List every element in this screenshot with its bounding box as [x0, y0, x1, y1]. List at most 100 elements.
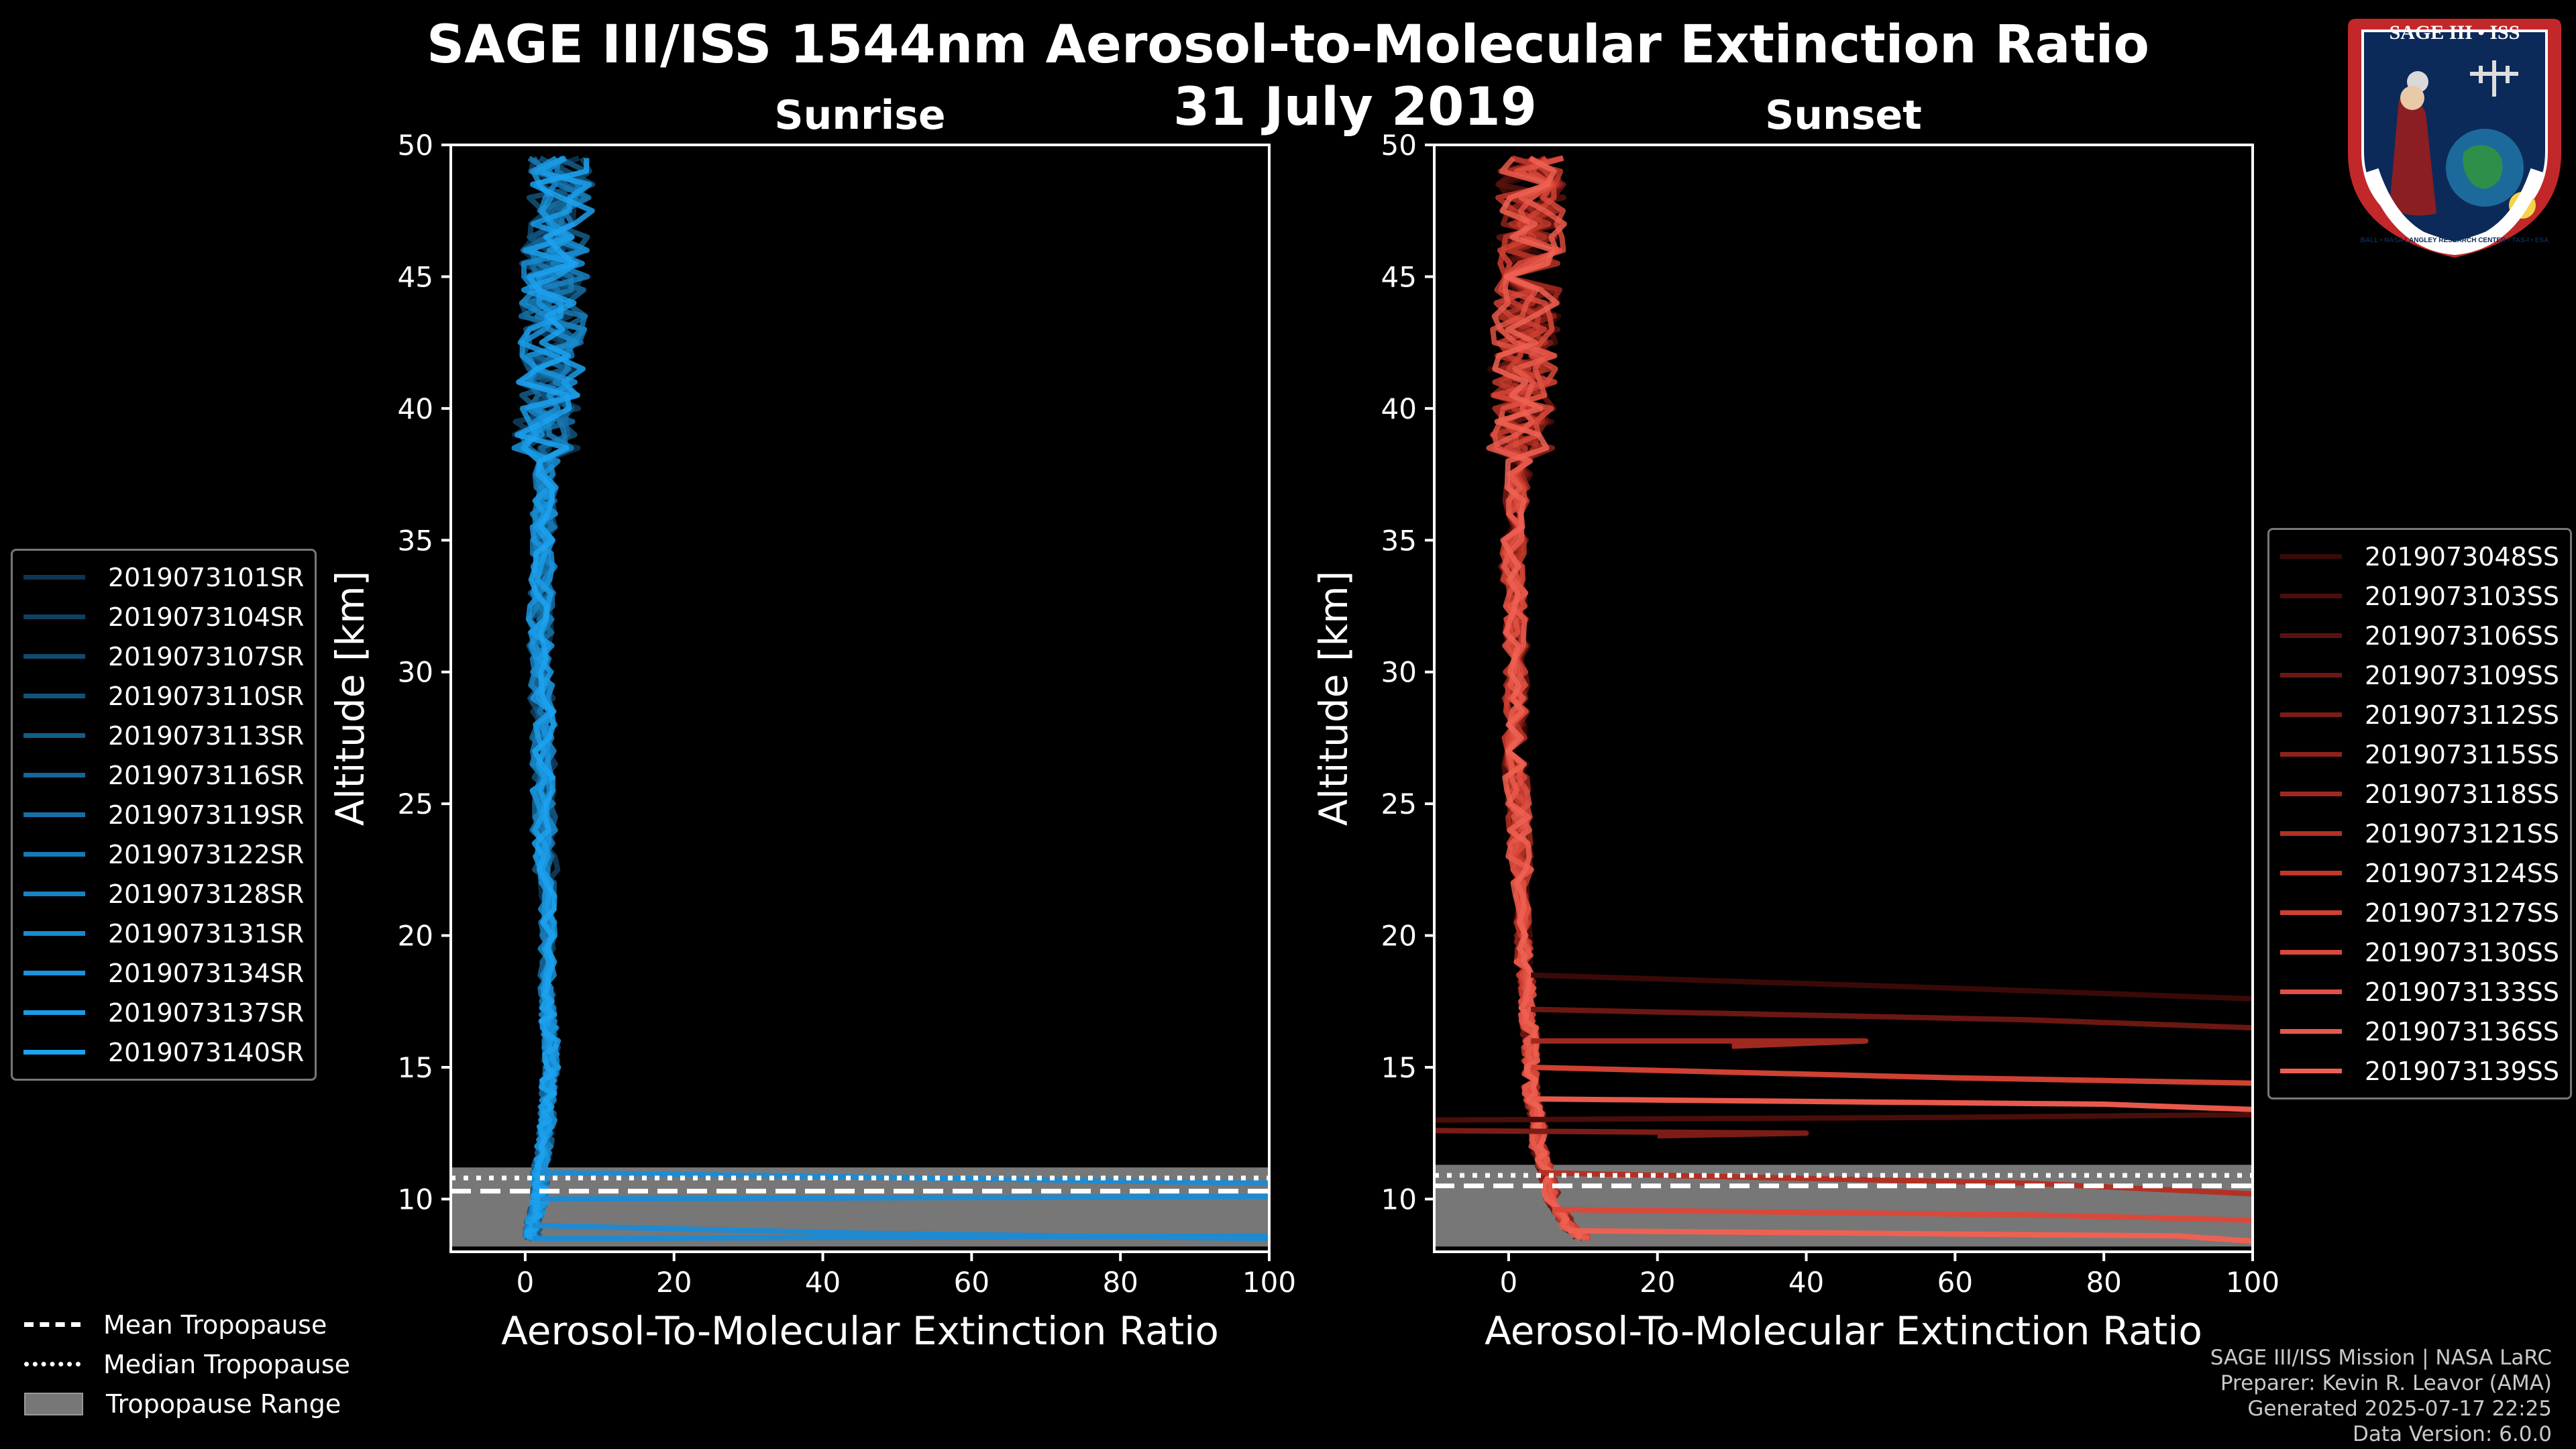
legend-label: 2019073107SR — [108, 641, 305, 672]
legend-label: 2019073115SS — [2365, 739, 2560, 769]
y-tick-label: 40 — [1381, 392, 1417, 425]
panel-title: Sunset — [1765, 92, 1922, 139]
logo-ring-arc — [2365, 168, 2544, 256]
x-tick-label: 0 — [1500, 1266, 1518, 1299]
legend-swatch — [23, 812, 85, 817]
footer-generated: Generated 2025-07-17 22:25 — [2247, 1397, 2552, 1421]
legend-swatch — [2280, 989, 2342, 994]
legend-label: Tropopause Range — [106, 1389, 341, 1419]
y-tick-label: 15 — [398, 1051, 433, 1084]
legend-swatch — [2280, 1029, 2342, 1034]
legend-swatch — [2280, 792, 2342, 796]
sunset-panel: 0 20 40 60 80 100 10 15 20 25 30 35 40 45 50 Aerosol-To… — [1311, 92, 2279, 1354]
chart-date: 31 July 2019 — [1173, 77, 1538, 138]
legend-tropopause-range: Tropopause Range — [24, 1384, 350, 1424]
y-axis-label: Altitude [km] — [327, 571, 373, 826]
profile-line — [515, 158, 595, 1242]
legend-item: 2019073139SS — [2280, 1051, 2559, 1091]
y-tick-label: 25 — [398, 788, 433, 820]
legend-swatch — [23, 1050, 85, 1055]
profile-excursion-line — [532, 1233, 1269, 1242]
profile-excursion-line — [1434, 1128, 1809, 1139]
legend-label: 2019073128SR — [108, 879, 305, 909]
legend-item: 2019073113SR — [23, 716, 304, 755]
plot-frame — [449, 144, 1271, 1253]
logo-ring-text: BALL • NASA LANGLEY RESEARCH CENTER • TA… — [2361, 237, 2549, 244]
legend-swatch — [2280, 831, 2342, 836]
legend-item: 2019073116SR — [23, 755, 304, 795]
scientist-head — [2400, 86, 2424, 110]
y-tick-label: 10 — [398, 1183, 433, 1216]
x-tick-label: 40 — [805, 1266, 841, 1299]
legend-label: 2019073103SS — [2365, 581, 2560, 611]
x-tick-label: 80 — [2086, 1266, 2121, 1299]
legend-label: 2019073118SS — [2365, 779, 2560, 809]
profile-excursion-line — [1531, 1065, 2253, 1086]
y-tick-label: 40 — [398, 392, 433, 425]
legend-swatch — [2280, 633, 2342, 638]
legend-item: 2019073122SR — [23, 835, 304, 874]
y-tick-label: 15 — [1381, 1051, 1417, 1084]
legend-item: 2019073106SS — [2280, 616, 2559, 655]
y-tick-label: 35 — [398, 524, 433, 557]
legend-label: 2019073109SS — [2365, 660, 2560, 690]
legend-item: 2019073137SR — [23, 993, 304, 1032]
legend-label: 2019073119SR — [108, 800, 305, 830]
x-axis-label: Aerosol-To-Molecular Extinction Ratio — [1485, 1308, 2202, 1354]
legend-swatch — [2280, 950, 2342, 955]
legend-item: 2019073127SS — [2280, 893, 2559, 932]
legend-label: Median Tropopause — [103, 1349, 350, 1379]
legend-label: 2019073137SR — [108, 998, 305, 1028]
legend-item: 2019073136SS — [2280, 1012, 2559, 1051]
x-tick-label: 60 — [1937, 1266, 1973, 1299]
legend-swatch — [23, 1010, 85, 1015]
legend-label: 2019073048SS — [2365, 541, 2560, 572]
profile-excursion-line — [1553, 1207, 2253, 1223]
legend-label: 2019073139SS — [2365, 1056, 2560, 1086]
legend-label: 2019073110SR — [108, 681, 305, 711]
y-tick-label: 45 — [398, 260, 433, 293]
legend-label: 2019073136SS — [2365, 1016, 2560, 1046]
legend-item: 2019073134SR — [23, 953, 304, 993]
profile-excursion-line — [1531, 972, 2253, 1002]
legend-item: 2019073118SS — [2280, 774, 2559, 814]
plot-frame — [1433, 144, 2254, 1253]
legend-label: 2019073134SR — [108, 958, 305, 988]
legend-label: 2019073113SR — [108, 720, 305, 751]
profile-excursion-line — [1531, 1096, 2253, 1112]
profile-excursion-line — [532, 1222, 1269, 1242]
legend-item: 2019073104SR — [23, 597, 304, 637]
panel-title: Sunrise — [774, 92, 945, 139]
legend-item: 2019073121SS — [2280, 814, 2559, 853]
x-tick-label: 40 — [1788, 1266, 1824, 1299]
legend-item: 2019073107SR — [23, 637, 304, 676]
profile-line — [1492, 156, 1584, 1241]
dashed-line-swatch — [24, 1322, 80, 1327]
legend-label: 2019073122SR — [108, 839, 305, 869]
legend-item: 2019073048SS — [2280, 537, 2559, 576]
legend-median-tropopause: Median Tropopause — [24, 1344, 350, 1384]
continent-shape — [2463, 145, 2503, 189]
y-tick-label: 35 — [1381, 524, 1417, 557]
sunset-legend: 2019073048SS 2019073103SS 2019073106SS 2019… — [2267, 528, 2573, 1099]
legend-item: 2019073115SS — [2280, 735, 2559, 774]
x-tick-label: 20 — [1640, 1266, 1675, 1299]
y-tick-label: 30 — [1381, 656, 1417, 689]
legend-swatch — [2280, 712, 2342, 717]
legend-item: 2019073124SS — [2280, 853, 2559, 893]
y-tick-label: 45 — [1381, 260, 1417, 293]
legend-item: 2019073131SR — [23, 914, 304, 953]
legend-item: 2019073133SS — [2280, 972, 2559, 1012]
x-tick-label: 100 — [1242, 1266, 1296, 1299]
legend-label: 2019073130SS — [2365, 937, 2560, 967]
range-swatch — [24, 1392, 83, 1415]
legend-swatch — [23, 773, 85, 777]
scientist-figure — [2390, 97, 2436, 216]
legend-item: 2019073101SR — [23, 557, 304, 597]
y-tick-label: 20 — [398, 920, 433, 953]
dotted-line-swatch — [24, 1362, 80, 1366]
y-tick-label: 10 — [1381, 1183, 1417, 1216]
legend-swatch — [2280, 910, 2342, 915]
legend-label: 2019073127SS — [2365, 898, 2560, 928]
